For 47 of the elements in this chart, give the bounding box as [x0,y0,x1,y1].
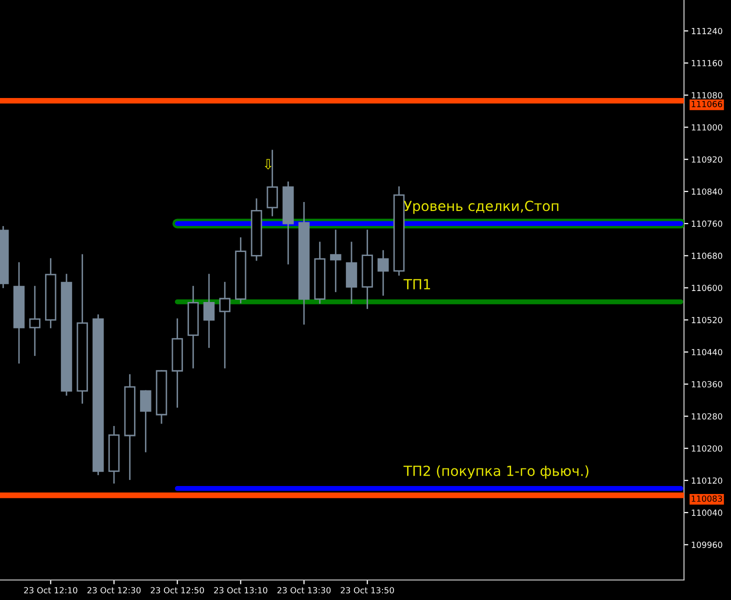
candlestick [219,282,230,368]
y-tick-label: 110680 [692,252,722,259]
ref-line-label: 110083 [692,495,722,502]
candlestick [45,258,56,328]
y-tick-label: 110360 [692,381,722,388]
x-tick-label: 23 Oct 13:30 [277,587,331,594]
candlestick [76,254,88,404]
y-tick-label: 110200 [692,445,722,452]
y-tick-label: 111000 [692,124,722,131]
candlestick [378,250,389,296]
candlestick [124,374,136,480]
y-tick-label: 110920 [692,156,722,163]
candlestick [29,286,40,356]
candlestick [314,242,326,304]
candlestick [13,262,25,364]
ref-line-label: 111066 [692,100,722,108]
y-tick-label: 110520 [692,316,722,324]
candlestick [203,274,215,348]
y-tick-label: 110120 [692,477,722,484]
candlestick [188,286,199,368]
annotation: ⇩ [264,159,272,170]
candlestick [172,318,183,408]
y-tick-label: 110760 [692,220,722,227]
series-label: ТП2 (покупка 1-го фьюч.) [404,465,588,479]
x-tick-label: 23 Oct 12:10 [24,587,78,594]
x-tick-label: 23 Oct 13:50 [340,587,394,594]
candlestick [362,230,373,309]
y-tick-label: 111160 [692,60,722,66]
x-tick-label: 23 Oct 13:10 [214,587,268,594]
y-tick-label: 109960 [692,542,722,548]
candlestick [235,237,246,304]
candlestick [330,230,342,292]
candlestick [346,242,358,304]
candlestick [298,202,310,325]
y-tick-label: 110440 [692,348,722,356]
x-tick-label: 23 Oct 12:50 [150,587,204,594]
y-tick-label: 111080 [692,92,722,98]
y-tick-label: 110040 [692,510,722,516]
y-tick-label: 110840 [692,188,722,195]
x-tick-label: 23 Oct 12:30 [87,587,141,594]
y-tick-label: 110600 [692,284,722,292]
candlestick [282,182,294,264]
candlestick [266,150,278,216]
candlestick [92,314,104,476]
y-tick-label: 110280 [692,413,722,420]
series-label: ТП1 [404,279,430,290]
y-tick-label: 111240 [692,28,722,34]
